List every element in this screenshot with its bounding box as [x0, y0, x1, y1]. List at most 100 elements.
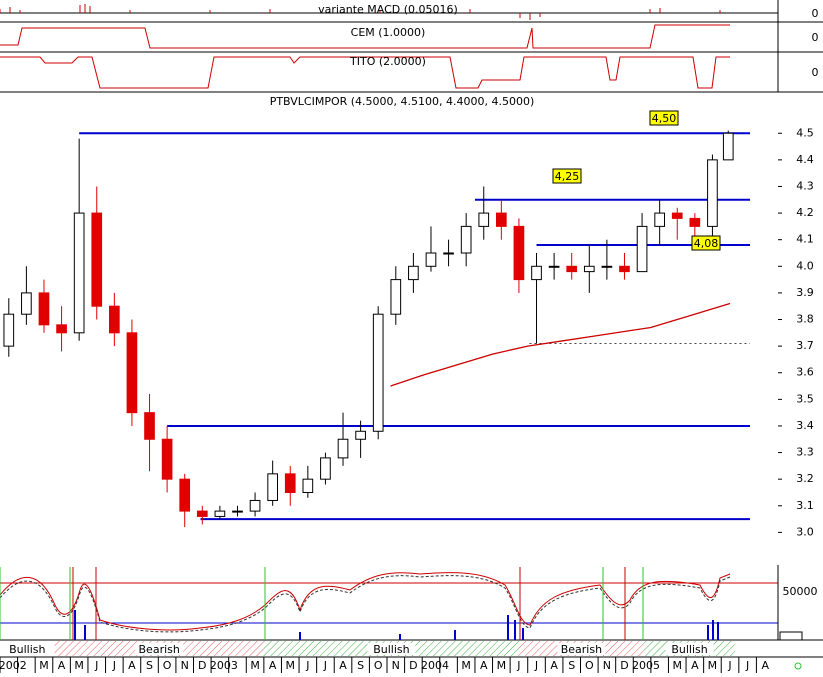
- regime-label-bg: [3, 643, 52, 655]
- candle-body: [284, 473, 296, 493]
- x-tick-label: M: [250, 659, 260, 672]
- indicator-title: TITO (2.0000): [349, 55, 426, 68]
- x-tick-label: A: [480, 659, 488, 672]
- regime-label-bg: [367, 643, 416, 655]
- candle-body: [722, 132, 734, 161]
- x-tick-label: A: [58, 659, 66, 672]
- candle-body: [320, 457, 331, 480]
- volume-tick: 50000: [783, 585, 818, 598]
- x-tick-label: M: [708, 659, 718, 672]
- x-tick-label: J: [745, 659, 749, 672]
- regime-label: Bullish: [9, 643, 45, 656]
- x-tick-label: J: [516, 659, 520, 672]
- x-tick-label: N: [181, 659, 189, 672]
- candle-body: [531, 265, 542, 281]
- y-tick-label: 3.3: [796, 446, 814, 459]
- annotation-box: [649, 110, 679, 126]
- x-tick-label: A: [339, 659, 347, 672]
- x-tick-label: M: [673, 659, 683, 672]
- candle-body: [460, 225, 472, 254]
- x-tick-label: S: [146, 659, 153, 672]
- candle-body: [214, 510, 226, 517]
- candle-body: [654, 212, 665, 227]
- y-tick-label: 4.3: [796, 179, 814, 192]
- candle-body: [144, 412, 155, 440]
- candle-body: [21, 292, 32, 315]
- annotation-box: [552, 168, 582, 184]
- x-tick-label: O: [163, 659, 172, 672]
- candle-body: [38, 292, 50, 326]
- indicator-title: variante MACD (0.05016): [318, 3, 458, 16]
- y-tick-label: 3.7: [796, 339, 814, 352]
- candle-body: [548, 265, 560, 268]
- candle-body: [3, 313, 15, 347]
- y-tick-label: 3.5: [796, 392, 814, 405]
- x-tick-label: J: [112, 659, 116, 672]
- regime-label: Bullish: [373, 643, 409, 656]
- regime-label: Bullish: [671, 643, 707, 656]
- y-tick-label: 3.9: [796, 286, 814, 299]
- candle-body: [126, 332, 138, 414]
- y-tick-label: 3.0: [796, 525, 814, 538]
- status-icon: [794, 662, 802, 670]
- x-tick-label: A: [128, 659, 136, 672]
- x-tick-label: J: [727, 659, 731, 672]
- y-tick-label: 4.4: [796, 153, 814, 166]
- candle-body: [302, 478, 314, 493]
- x-tick-label: A: [550, 659, 558, 672]
- candle-body: [601, 265, 613, 268]
- indicator-title: CEM (1.0000): [351, 26, 426, 39]
- y-tick-label: 4.1: [796, 233, 814, 246]
- x-tick-label: A: [761, 659, 769, 672]
- x-tick-label: D: [198, 659, 206, 672]
- candle-body: [161, 438, 173, 480]
- candle-body: [390, 279, 402, 315]
- x-tick-label: N: [603, 659, 611, 672]
- x-tick-label: 2004: [421, 659, 449, 672]
- x-tick-label: D: [409, 659, 417, 672]
- x-tick-label: D: [620, 659, 628, 672]
- candle-body: [583, 265, 595, 273]
- candle-body: [408, 265, 419, 281]
- indicator-tick: 0: [812, 66, 819, 79]
- regime-label-bg: [665, 643, 714, 655]
- y-tick-label: 3.1: [796, 499, 814, 512]
- indicator-tick: 0: [812, 7, 819, 20]
- x-tick-label: 2005: [632, 659, 660, 672]
- annotation: 4,08: [694, 237, 719, 250]
- y-tick-label: 4.5: [796, 126, 814, 139]
- annotation: 4,25: [555, 170, 580, 183]
- regime-label-bg: [557, 643, 606, 655]
- y-tick-label: 4.0: [796, 259, 814, 272]
- regime-label: Bearish: [139, 643, 180, 656]
- candle-body: [496, 212, 507, 227]
- x-tick-label: M: [39, 659, 49, 672]
- candle-body: [249, 499, 261, 512]
- candle-body: [671, 212, 683, 219]
- regime-label: Bearish: [561, 643, 602, 656]
- x-tick-label: S: [568, 659, 575, 672]
- candle-body: [179, 478, 191, 512]
- candle-body: [337, 438, 349, 459]
- candle-body: [355, 430, 366, 440]
- x-tick-label: O: [585, 659, 594, 672]
- x-tick-label: M: [497, 659, 507, 672]
- y-tick-label: 3.8: [796, 313, 814, 326]
- x-tick-label: M: [74, 659, 84, 672]
- candle-body: [425, 252, 437, 267]
- annotation-box: [691, 235, 721, 251]
- candle-body: [513, 225, 525, 281]
- regime-label-bg: [135, 643, 184, 655]
- x-tick-label: O: [374, 659, 383, 672]
- x-tick-label: J: [305, 659, 309, 672]
- candle-body: [636, 225, 648, 273]
- candle-body: [56, 324, 67, 334]
- y-tick-label: 4.2: [796, 206, 814, 219]
- candle-body: [196, 510, 208, 517]
- candle-body: [689, 217, 701, 227]
- x-tick-label: A: [691, 659, 699, 672]
- x-tick-label: A: [269, 659, 277, 672]
- candle-body: [443, 252, 454, 255]
- candle-body: [478, 212, 490, 227]
- x-tick-label: N: [392, 659, 400, 672]
